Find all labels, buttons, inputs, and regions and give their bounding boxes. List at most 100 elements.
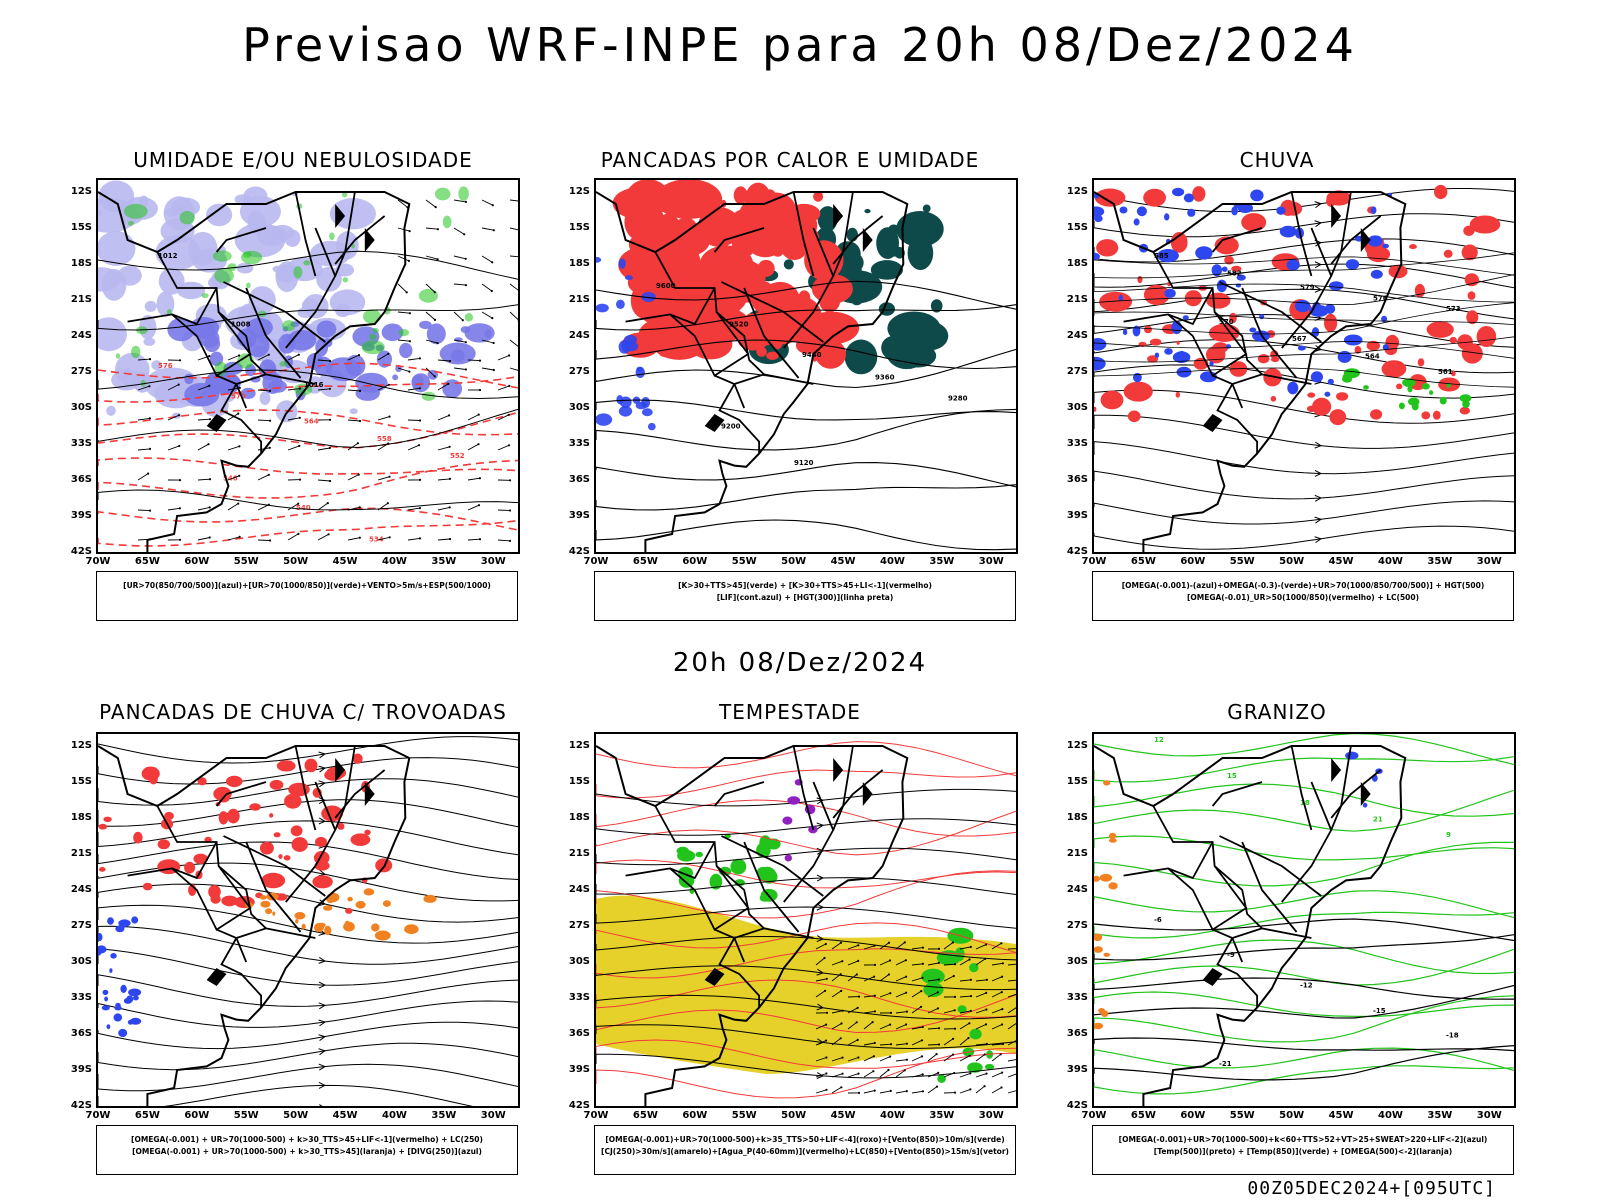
wind-vector xyxy=(831,960,843,966)
field-blob xyxy=(316,320,337,338)
field-blob xyxy=(131,345,141,359)
field-blob xyxy=(1094,933,1103,942)
map-granizo[interactable]: 12 15 18 21 9 -6 -9 -12 -15 -18 -21 xyxy=(1092,732,1516,1108)
wind-vector xyxy=(425,339,438,344)
wind-vector xyxy=(879,1056,891,1062)
field-blob xyxy=(784,854,792,862)
field-blob xyxy=(115,353,121,359)
wind-vector-head xyxy=(208,418,212,421)
field-blob xyxy=(1336,392,1349,401)
map-tempestade[interactable] xyxy=(594,732,1018,1108)
lake xyxy=(1202,968,1223,986)
lat-label: 12S xyxy=(1066,740,1088,751)
field-blob xyxy=(351,243,355,249)
field-blob xyxy=(301,298,319,313)
wind-vector xyxy=(425,311,436,321)
wind-vector-head xyxy=(889,1011,893,1014)
contour-line xyxy=(596,462,1016,488)
wind-vector-head xyxy=(492,368,495,372)
wind-vector-head xyxy=(887,1068,890,1072)
field-blob xyxy=(756,346,767,357)
map-pancadas-calor[interactable]: 9600 9520 9440 9360 9280 9200 9120 xyxy=(594,178,1018,554)
map-trovoadas[interactable] xyxy=(96,732,520,1108)
lon-label: 70W xyxy=(85,1110,111,1121)
wind-vector xyxy=(317,388,330,391)
wind-vector-head xyxy=(418,387,421,390)
country-border xyxy=(216,928,248,963)
field-blob xyxy=(290,825,303,837)
wind-vector-head xyxy=(298,416,301,419)
map-umidade[interactable]: 576 570 564 558 552 546 540 534 1012 1008 1016 xyxy=(96,178,520,554)
wind-vector xyxy=(975,1009,987,1014)
country-border xyxy=(792,191,815,277)
contour-line xyxy=(1094,252,1514,279)
wind-vector-head xyxy=(433,318,437,321)
jet-stream-area xyxy=(596,895,1016,1074)
field-blob xyxy=(1466,310,1479,325)
contour-line xyxy=(98,519,518,547)
contour-line xyxy=(1094,934,1514,961)
lat-label: 12S xyxy=(70,186,92,197)
contour-line xyxy=(1094,991,1514,1018)
streamline-arrow xyxy=(1314,536,1323,544)
lat-label: 12S xyxy=(568,186,590,197)
lat-label: 18S xyxy=(568,258,590,269)
wind-vector xyxy=(467,477,480,481)
lat-label: 12S xyxy=(70,740,92,751)
lon-label: 70W xyxy=(85,556,111,567)
streamline-arrow xyxy=(318,780,327,788)
legend-chuva: [OMEGA(-0.001)-(azul)+OMEGA(-0.3)-(verde… xyxy=(1092,571,1514,621)
country-border xyxy=(171,865,252,931)
field-blob xyxy=(1443,249,1453,258)
wind-vector-head xyxy=(824,989,827,992)
country-border xyxy=(156,805,268,1008)
contour-line xyxy=(596,810,1016,856)
field-blob xyxy=(118,1028,128,1038)
lat-label: 30S xyxy=(568,956,590,967)
wind-vector xyxy=(895,1069,906,1078)
lon-label: 30W xyxy=(978,556,1004,567)
streamline-arrow xyxy=(318,981,327,989)
map-chuva[interactable]: 585 582 579 576 573 570 567 564 561 xyxy=(1092,178,1516,554)
contour-line xyxy=(1094,918,1514,942)
field-blob xyxy=(1209,361,1214,367)
contour-label: 564 xyxy=(1365,353,1380,361)
contour-label: 558 xyxy=(377,435,392,443)
wind-vector-head xyxy=(477,443,480,446)
wind-vector xyxy=(959,959,970,966)
wind-vector-head xyxy=(237,412,240,415)
streamline xyxy=(98,883,518,923)
wind-vector xyxy=(137,509,151,512)
lat-label: 18S xyxy=(70,258,92,269)
contour-line xyxy=(596,979,1016,1018)
wind-vector-head xyxy=(953,995,957,998)
lat-label: 24S xyxy=(568,884,590,895)
lat-label: 30S xyxy=(568,402,590,413)
field-blob xyxy=(783,259,794,270)
field-blob xyxy=(637,230,668,261)
wind-vector-head xyxy=(935,1085,939,1088)
wind-vector xyxy=(1007,993,1016,998)
streamline-arrow xyxy=(1314,441,1323,449)
country-border xyxy=(783,227,835,349)
lat-label: 36S xyxy=(70,474,92,485)
wind-vector-head xyxy=(268,389,272,392)
field-blob xyxy=(1270,395,1277,402)
field-blob xyxy=(120,984,127,993)
streamline-arrow xyxy=(318,751,327,759)
field-blob xyxy=(106,405,116,416)
field-blob xyxy=(1370,409,1383,420)
contour-label: 573 xyxy=(1446,305,1461,313)
wind-vector-head xyxy=(985,1008,988,1011)
country-border xyxy=(1261,373,1312,385)
wind-vector xyxy=(287,417,300,421)
wind-vector-head xyxy=(825,1072,828,1075)
streamline-arrow xyxy=(816,847,825,855)
wind-vector xyxy=(397,199,408,208)
map-canvas: 12 15 18 21 9 -6 -9 -12 -15 -18 -21 xyxy=(1094,734,1514,1106)
wind-vector xyxy=(991,962,1003,966)
contour-label: 15 xyxy=(1227,772,1237,780)
field-blob xyxy=(234,222,286,258)
wind-vector xyxy=(895,1059,907,1062)
